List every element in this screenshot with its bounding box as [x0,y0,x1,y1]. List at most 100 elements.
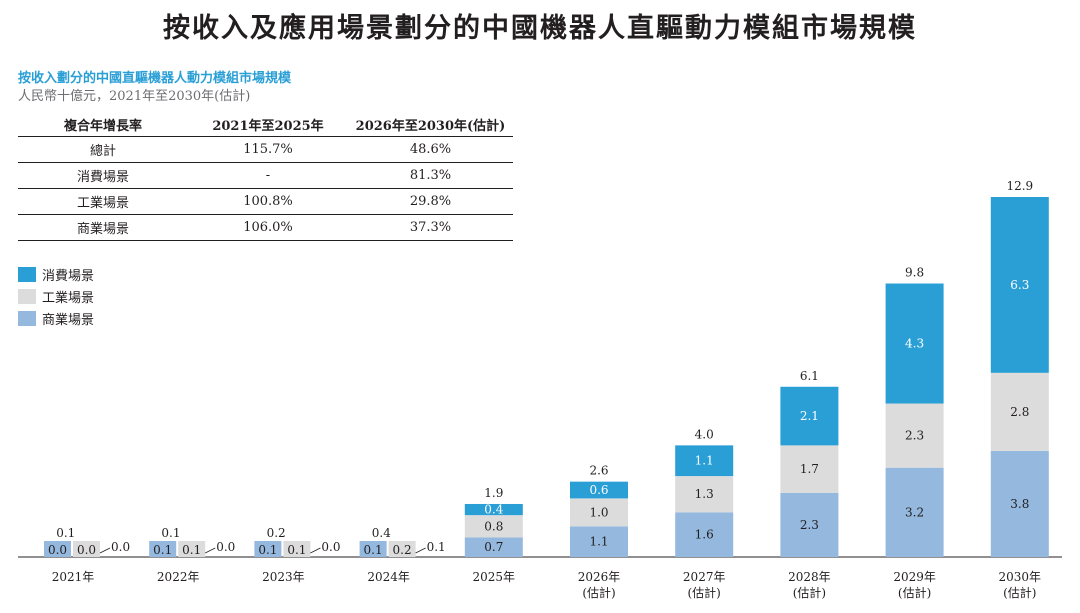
table-cell: 81.3% [348,162,513,189]
data-label: 0.0 [48,543,67,557]
table-cell: 100.8% [188,188,348,215]
table-cell: 48.6% [348,136,513,163]
data-label: 1.6 [695,528,714,542]
total-label: 4.0 [695,427,714,441]
data-label: 2.3 [905,429,924,443]
data-label: 1.0 [589,505,608,519]
table-cell: 總計 [18,136,188,163]
table-row: 總計 115.7% 48.6% [18,136,513,163]
cagr-table: 複合年增長率 2021年至2025年 2026年至2030年(估計) 總計 11… [18,112,513,241]
cagr-header: 複合年增長率 [18,112,188,137]
bar-segment-consumer [990,197,1049,373]
data-label: 3.2 [905,505,924,519]
table-cell: 商業場景 [18,214,188,241]
x-tick-label: (估計) [688,585,721,600]
data-label: 1.3 [695,487,714,501]
total-label: 0.1 [56,526,75,540]
bar-segment-commercial [359,541,387,557]
total-label: 0.2 [267,526,286,540]
data-label: 0.1 [258,543,277,557]
table-cell: 37.3% [348,214,513,241]
x-tick-label: 2030年 [999,570,1042,584]
bar-segment-consumer [570,481,628,499]
legend-label: 工業場景 [42,290,95,306]
table-cell: 106.0% [188,214,348,241]
legend-item-consumer: 消費場景 [18,263,94,285]
data-label: 0.1 [287,543,306,557]
table-row: 商業場景 106.0% 37.3% [18,214,513,241]
chart-legend: 消費場景 工業場景 商業場景 [18,263,94,329]
table-cell: 115.7% [188,136,348,163]
total-label: 6.1 [800,369,819,383]
table-cell: 消費場景 [18,162,188,189]
bar-segment-industrial [178,541,206,557]
data-label: 0.1 [153,543,172,557]
bar-segment-commercial [990,450,1049,557]
chart-subtitle: 按收入劃分的中國直驅機器人動力模組市場規模 [18,71,292,86]
bar-segment-industrial [388,541,416,557]
x-tick-label: 2023年 [262,570,305,584]
table-row: 消費場景 - 81.3% [18,162,513,189]
legend-swatch [18,266,36,282]
bar-segment-commercial [675,512,734,557]
data-label: 2.3 [800,518,819,532]
bar-segment-consumer [464,503,523,516]
x-tick-label: 2022年 [157,570,200,584]
cagr-header: 2021年至2025年 [188,112,348,137]
data-label: 0.8 [484,519,503,533]
x-tick-label: (估計) [898,585,931,600]
table-cell: - [188,162,348,189]
x-tick-label: (估計) [1003,585,1036,600]
x-tick-label: 2028年 [788,570,831,584]
bar-segment-industrial [885,403,944,468]
leader-line [415,547,426,554]
data-label: 0.7 [484,540,503,554]
data-label: 0.6 [589,483,608,497]
page-title: 按收入及應用場景劃分的中國機器人直驅動力模組市場規模 [163,13,917,44]
data-label: 1.1 [695,454,714,468]
bar-segment-commercial [254,541,282,557]
total-label: 0.4 [372,526,391,540]
table-cell: 29.8% [348,188,513,215]
bar-segment-consumer [885,283,944,404]
legend-swatch [18,310,36,326]
bar-segment-industrial [990,372,1049,451]
x-tick-label: 2025年 [473,570,516,584]
bar-segment-commercial [44,541,71,557]
total-label: 9.8 [905,266,924,280]
data-label: 0.1 [182,543,201,557]
data-label: 0.0 [77,543,96,557]
total-label: 12.9 [1006,179,1033,193]
bar-segment-consumer [780,386,839,446]
x-tick-label: 2027年 [683,570,726,584]
bar-segment-industrial [283,541,311,557]
cagr-header-row: 複合年增長率 2021年至2025年 2026年至2030年(估計) [18,112,513,137]
data-label: 0.0 [111,540,130,554]
x-tick-label: (估計) [582,585,615,600]
bar-segment-industrial [675,476,734,513]
bar-segment-commercial [570,526,628,557]
leader-line [205,547,216,554]
legend-item-commercial: 商業場景 [18,307,94,329]
data-label: 2.8 [1010,405,1029,419]
table-row: 工業場景 100.8% 29.8% [18,188,513,215]
data-label: 1.7 [800,462,819,476]
x-tick-label: 2029年 [893,570,936,584]
legend-swatch [18,288,36,304]
data-label: 3.8 [1010,497,1029,511]
data-label: 6.3 [1010,278,1029,292]
x-tick-label: 2024年 [367,570,410,584]
data-label: 0.2 [393,543,412,557]
bar-segment-industrial [464,515,523,538]
data-label: 0.0 [216,540,235,554]
data-label: 0.1 [364,543,383,557]
bar-segment-consumer [675,445,734,477]
data-label: 4.3 [905,337,924,351]
data-label: 0.0 [321,540,340,554]
bar-segment-commercial [464,537,523,557]
table-cell: 工業場景 [18,188,188,215]
x-tick-label: 2021年 [52,570,95,584]
data-label: 2.1 [800,409,819,423]
bar-segment-industrial [780,445,839,493]
